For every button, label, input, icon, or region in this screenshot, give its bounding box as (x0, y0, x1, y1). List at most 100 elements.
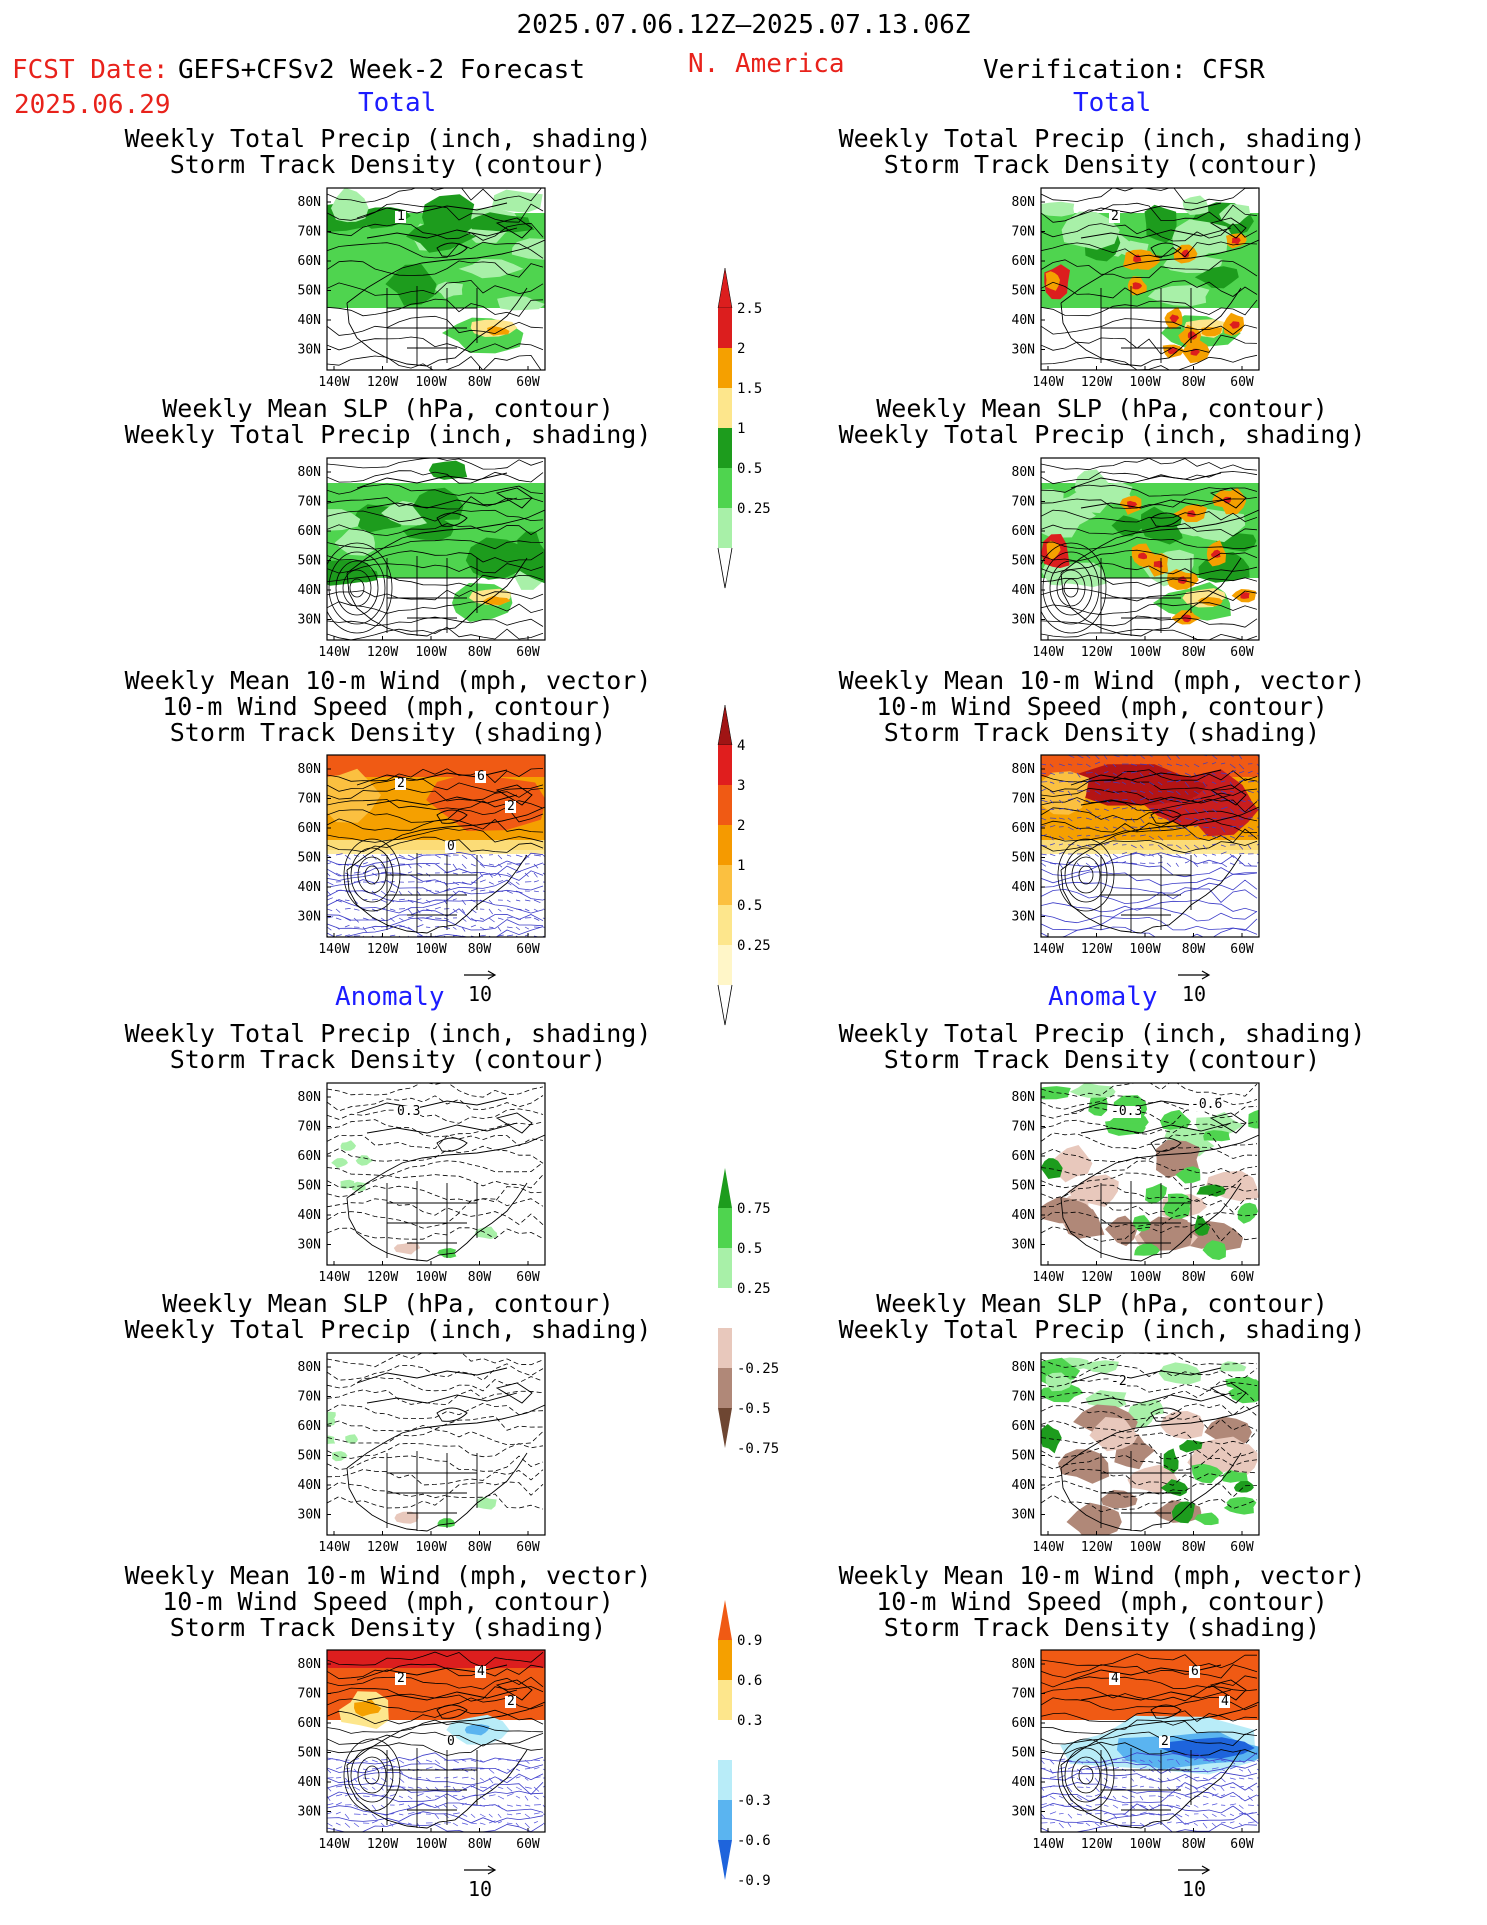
wind-vector (327, 1758, 333, 1761)
lat-tick-label: 70N (298, 1687, 321, 1702)
contour-line (1041, 523, 1258, 537)
wind-vector (1130, 799, 1136, 804)
contour-line (327, 241, 544, 259)
contour-line (327, 818, 544, 833)
wind-vector (1041, 844, 1048, 847)
lon-tick-label: 100W (1129, 942, 1160, 957)
lat-tick-label: 60N (298, 1716, 321, 1731)
wind-vector (371, 1804, 377, 1811)
contour-line (327, 315, 544, 336)
contour-line (327, 870, 544, 885)
wind-vector (1202, 1822, 1208, 1829)
wind-vector (1175, 799, 1183, 803)
wind-vector (1058, 1822, 1064, 1829)
wind-vector (1211, 835, 1218, 839)
lon-tick-label: 60W (516, 375, 540, 390)
wind-vector (1058, 763, 1065, 767)
contour-line (1041, 223, 1258, 242)
wind-vector (1211, 1759, 1216, 1763)
contour-line (1041, 1731, 1258, 1747)
wind-vector (416, 863, 423, 868)
wind-vector (506, 926, 513, 929)
lon-tick-label: 100W (1129, 1270, 1160, 1285)
wind-vector (470, 1822, 477, 1825)
contour-line (1041, 1430, 1258, 1445)
wind-vector (488, 917, 495, 923)
wind-vector (1166, 1804, 1173, 1809)
wind-vector (461, 854, 468, 859)
map-svg: -0.3 -0.6 80N 70N 60N 50N 40N 30N 140W 120W 100W 80… (1012, 1082, 1260, 1285)
wind-vector (497, 880, 504, 883)
contour-label-bg (505, 1696, 516, 1708)
wind-vector (1157, 844, 1164, 850)
wind-vector (1175, 1804, 1181, 1807)
wind-vector (1256, 817, 1259, 819)
contour-line (327, 1802, 544, 1816)
colorbar-swatch (718, 1248, 732, 1288)
shaded-region (1175, 1166, 1201, 1184)
wind-vector (1157, 835, 1164, 841)
vector-reference-value: 10 (1181, 982, 1207, 1006)
wind-vector (1238, 779, 1244, 783)
wind-vector (470, 881, 478, 884)
wind-vector (1085, 1777, 1090, 1782)
wind-vector (1211, 1767, 1219, 1770)
shaded-region (1061, 211, 1120, 250)
wind-vector (1103, 771, 1109, 774)
wind-vector (1049, 1768, 1054, 1774)
wind-vector (1139, 853, 1146, 857)
wind-vector (506, 1777, 512, 1779)
wind-vector (1049, 763, 1054, 768)
wind-vector (1058, 817, 1065, 820)
map-frame (326, 754, 546, 938)
wind-vector (497, 908, 502, 912)
wind-vector (1184, 861, 1190, 864)
vector-reference-value: 10 (1181, 1877, 1207, 1901)
colorbar-swatch (718, 508, 732, 548)
contour-label: 6 (477, 769, 485, 784)
contour-label: 4 (1221, 1694, 1229, 1709)
map-anom-precip-storm-verif: -0.3 -0.6 80N 70N 60N 50N 40N 30N 140W 120W 100W 80… (996, 1082, 1264, 1287)
wind-vector (1166, 1777, 1171, 1782)
colorbar-storm-anom: 0.9 0.6 0.3 -0.3 -0.6 -0.9 (718, 1600, 798, 1890)
wind-vector (1094, 1793, 1101, 1797)
contour-label-bg (395, 1673, 406, 1685)
wind-vector (1085, 799, 1091, 803)
wind-vector (497, 934, 504, 937)
wind-vector (1193, 1822, 1198, 1826)
vector-reference-anom-right: 10 (1176, 1860, 1212, 1899)
wind-vector (1049, 1811, 1057, 1815)
wind-vector (1247, 808, 1252, 813)
lon-tick-label: 60W (516, 1837, 540, 1852)
contour-line (1041, 1106, 1258, 1124)
wind-vector (1220, 851, 1227, 855)
wind-vector (1202, 762, 1208, 765)
wind-vector (1220, 1813, 1226, 1817)
contour-line (327, 879, 544, 895)
wind-vector (1041, 808, 1046, 811)
wind-vector (1184, 808, 1190, 814)
wind-vector (1041, 1795, 1048, 1798)
wind-vector (1130, 862, 1138, 865)
contour-label: 2 (1111, 209, 1119, 224)
wind-vector (362, 917, 369, 921)
wind-vector (1166, 798, 1174, 801)
shaded-region (1041, 1650, 1259, 1720)
lat-tick-label: 80N (298, 1360, 321, 1375)
wind-vector (443, 917, 449, 921)
wind-vector (1193, 817, 1200, 822)
contour-label: 4 (477, 1664, 485, 1679)
title-total-wind-storm-right: Weekly Mean 10-m Wind (mph, vector) 10-m… (838, 666, 1366, 747)
contour-line (327, 1134, 544, 1149)
wind-vector (470, 1784, 476, 1788)
wind-vector (407, 908, 413, 915)
wind-vector (1193, 780, 1199, 783)
wind-vector (1175, 1777, 1181, 1782)
lat-tick-label: 30N (1012, 1805, 1035, 1820)
contour-line (327, 1771, 544, 1786)
wind-vector (1067, 1803, 1074, 1806)
shaded-region (1193, 1436, 1250, 1468)
wind-vector (1166, 771, 1172, 774)
contour-line (327, 601, 544, 614)
wind-vector (515, 1786, 522, 1791)
